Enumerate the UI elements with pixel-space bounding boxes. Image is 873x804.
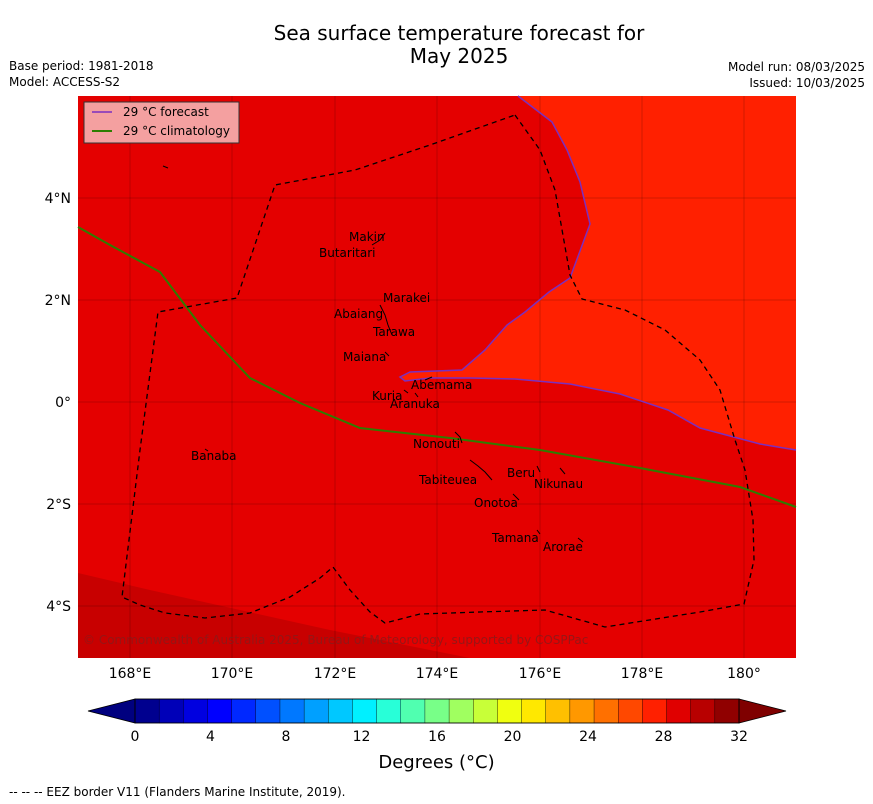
- label-abemama: Abemama: [411, 378, 472, 392]
- y-tick-2s: 2°S: [46, 497, 71, 513]
- colorbar-label: Degrees (°C): [378, 752, 495, 773]
- meta-right: Model run: 08/03/2025 Issued: 10/03/2025: [728, 59, 865, 91]
- colorbar-tick: 32: [730, 729, 748, 745]
- colorbar-cell: [352, 698, 378, 724]
- label-tamana: Tamana: [491, 531, 539, 545]
- label-kuria: Kuria: [372, 389, 403, 403]
- colorbar-cell: [376, 698, 402, 724]
- colorbar-tick: 0: [131, 729, 140, 745]
- map-grid: [78, 96, 796, 658]
- colorbar-tick: 20: [504, 729, 522, 745]
- island-shapes: [162, 165, 584, 543]
- colorbar-cell: [255, 698, 281, 724]
- label-nonouti: Nonouti: [413, 437, 460, 451]
- colorbar-cell: [448, 698, 474, 724]
- colorbar-cell: [642, 698, 668, 724]
- x-axis-ticks: 168°E 170°E 172°E 174°E 176°E 178°E 180°: [109, 666, 761, 682]
- title-line-1: Sea surface temperature forecast for: [273, 21, 645, 45]
- colorbar-tick: 8: [282, 729, 291, 745]
- climatology-29c-contour: [77, 226, 797, 508]
- label-nikunau: Nikunau: [534, 477, 583, 491]
- colorbar-cell: [279, 698, 305, 724]
- label-beru: Beru: [507, 466, 535, 480]
- label-makin: Makin: [349, 230, 385, 244]
- colorbar-cell: [593, 698, 619, 724]
- x-tick-168e: 168°E: [109, 666, 152, 682]
- model-run: Model run: 08/03/2025: [727, 60, 865, 74]
- colorbar-cell: [569, 698, 595, 724]
- colorbar-cell: [400, 698, 426, 724]
- colorbar-cell: [618, 698, 644, 724]
- map-legend: 29 °C forecast 29 °C climatology: [83, 101, 240, 144]
- x-tick-176e: 176°E: [519, 666, 562, 682]
- legend-climatology-label: 29 °C climatology: [123, 124, 230, 138]
- x-tick-180: 180°: [727, 666, 761, 682]
- colorbar-cells: [134, 698, 740, 724]
- colorbar-tick: 16: [428, 729, 446, 745]
- y-tick-4n: 4°N: [45, 191, 71, 207]
- colorbar-tick: 24: [579, 729, 597, 745]
- colorbar-cell: [666, 698, 692, 724]
- colorbar-tick: 4: [206, 729, 215, 745]
- label-marakei: Marakei: [383, 291, 430, 305]
- label-tabiteuea: Tabiteuea: [418, 473, 477, 487]
- label-aranuka: Aranuka: [390, 397, 440, 411]
- y-tick-0: 0°: [55, 395, 71, 411]
- legend-forecast-label: 29 °C forecast: [123, 105, 209, 119]
- colorbar-cell: [497, 698, 523, 724]
- colorbar-tick: 12: [353, 729, 371, 745]
- model-name: Model: ACCESS-S2: [9, 75, 121, 89]
- x-tick-172e: 172°E: [314, 666, 357, 682]
- x-tick-170e: 170°E: [211, 666, 254, 682]
- colorbar-cell: [545, 698, 571, 724]
- base-period: Base period: 1981-2018: [9, 59, 154, 73]
- y-tick-4s: 4°S: [46, 599, 71, 615]
- colorbar-cell: [690, 698, 716, 724]
- map-area: Makin Butaritari Marakei Abaiang Tarawa …: [77, 95, 797, 658]
- colorbar-cell: [231, 698, 257, 724]
- colorbar-tick: 28: [655, 729, 673, 745]
- meta-left: Base period: 1981-2018 Model: ACCESS-S2: [9, 58, 154, 90]
- colorbar-cell: [714, 698, 740, 724]
- island-labels: Makin Butaritari Marakei Abaiang Tarawa …: [191, 230, 583, 554]
- eez-footnote: -- -- -- EEZ border V11 (Flanders Marine…: [9, 785, 346, 799]
- colorbar-cell: [183, 698, 209, 724]
- label-maiana: Maiana: [343, 350, 386, 364]
- colorbar-cell: [521, 698, 547, 724]
- issued-date: Issued: 10/03/2025: [749, 76, 865, 90]
- colorbar-cell: [207, 698, 233, 724]
- colorbar-cell: [303, 698, 329, 724]
- label-arorae: Arorae: [543, 540, 583, 554]
- colorbar-over-arrow: [739, 699, 786, 723]
- x-tick-174e: 174°E: [416, 666, 459, 682]
- sst-field-29-30: [400, 96, 796, 450]
- label-onotoa: Onotoa: [474, 496, 518, 510]
- x-tick-178e: 178°E: [621, 666, 664, 682]
- colorbar-cell: [134, 698, 160, 724]
- colorbar: 0 4 8 12 16 20 24 28 32: [87, 698, 787, 745]
- label-abaiang: Abaiang: [334, 307, 383, 321]
- label-tarawa: Tarawa: [372, 325, 415, 339]
- legend-box: [83, 101, 240, 144]
- colorbar-cell: [473, 698, 499, 724]
- eez-border: [121, 114, 755, 628]
- colorbar-cell: [158, 698, 185, 724]
- copyright-text: © Commonwealth of Australia 2025, Bureau…: [83, 633, 588, 647]
- colorbar-cell: [328, 698, 354, 724]
- label-banaba: Banaba: [191, 449, 237, 463]
- sst-field-27-28: [78, 573, 470, 658]
- map-title: Sea surface temperature forecast for May…: [0, 22, 873, 68]
- colorbar-cell: [424, 698, 450, 724]
- label-butaritari: Butaritari: [319, 246, 376, 260]
- y-axis-ticks: 4°N 2°N 0° 2°S 4°S: [45, 191, 72, 615]
- colorbar-under-arrow: [88, 699, 135, 723]
- y-tick-2n: 2°N: [45, 293, 71, 309]
- forecast-29c-contour: [398, 95, 797, 451]
- title-line-2: May 2025: [409, 44, 509, 68]
- colorbar-tick-labels: 0 4 8 12 16 20 24 28 32: [131, 729, 748, 745]
